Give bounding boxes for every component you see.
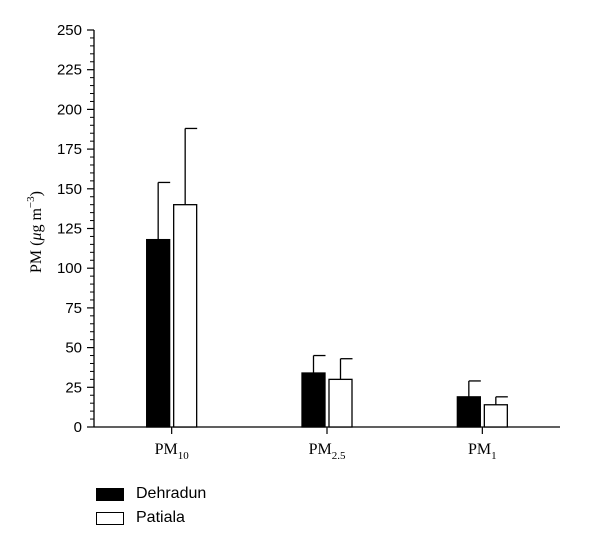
y-tick-label: 250 bbox=[57, 22, 82, 39]
x-tick-label: PM10 bbox=[155, 441, 190, 462]
y-tick-label: 50 bbox=[65, 340, 82, 357]
y-axis-label-main: PM ( bbox=[28, 241, 45, 273]
x-tick-label: PM2.5 bbox=[309, 441, 346, 462]
y-tick-label: 175 bbox=[57, 141, 82, 158]
legend-item-patiala: Patiala bbox=[96, 506, 206, 530]
x-axis-tick-labels: PM10 PM2.5 PM1 bbox=[155, 427, 497, 462]
y-tick-label: 150 bbox=[57, 181, 82, 198]
y-tick-label: 225 bbox=[57, 62, 82, 79]
bar bbox=[173, 204, 198, 428]
bar bbox=[301, 372, 326, 428]
legend: Dehradun Patiala bbox=[96, 482, 206, 530]
legend-item-dehradun: Dehradun bbox=[96, 482, 206, 506]
y-tick-label: 75 bbox=[65, 300, 82, 317]
legend-label-patiala: Patiala bbox=[136, 509, 185, 526]
bars bbox=[146, 127, 508, 428]
bar bbox=[483, 404, 508, 428]
y-tick-label: 25 bbox=[65, 379, 82, 396]
x-tick-label: PM1 bbox=[468, 441, 497, 462]
bar bbox=[328, 378, 353, 428]
y-axis-ticks: 0 25 50 75 100 125 150 175 200 225 250 bbox=[57, 22, 94, 436]
y-tick-label: 125 bbox=[57, 221, 82, 238]
y-axis-label: PM (μg m−3) bbox=[25, 191, 45, 273]
y-tick-label: 200 bbox=[57, 101, 82, 118]
legend-swatch-dehradun bbox=[96, 487, 124, 501]
bar bbox=[456, 396, 481, 428]
y-axis-label-unit: g m bbox=[28, 208, 45, 233]
y-axis-label-mu: μ bbox=[28, 233, 45, 242]
legend-swatch-patiala bbox=[96, 511, 124, 525]
y-tick-label: 0 bbox=[74, 419, 82, 436]
y-axis-label-exp: −3 bbox=[25, 196, 37, 208]
legend-label-dehradun: Dehradun bbox=[136, 485, 207, 502]
bar bbox=[146, 238, 171, 428]
y-axis-label-close: ) bbox=[28, 191, 45, 196]
y-tick-label: 100 bbox=[57, 260, 82, 277]
